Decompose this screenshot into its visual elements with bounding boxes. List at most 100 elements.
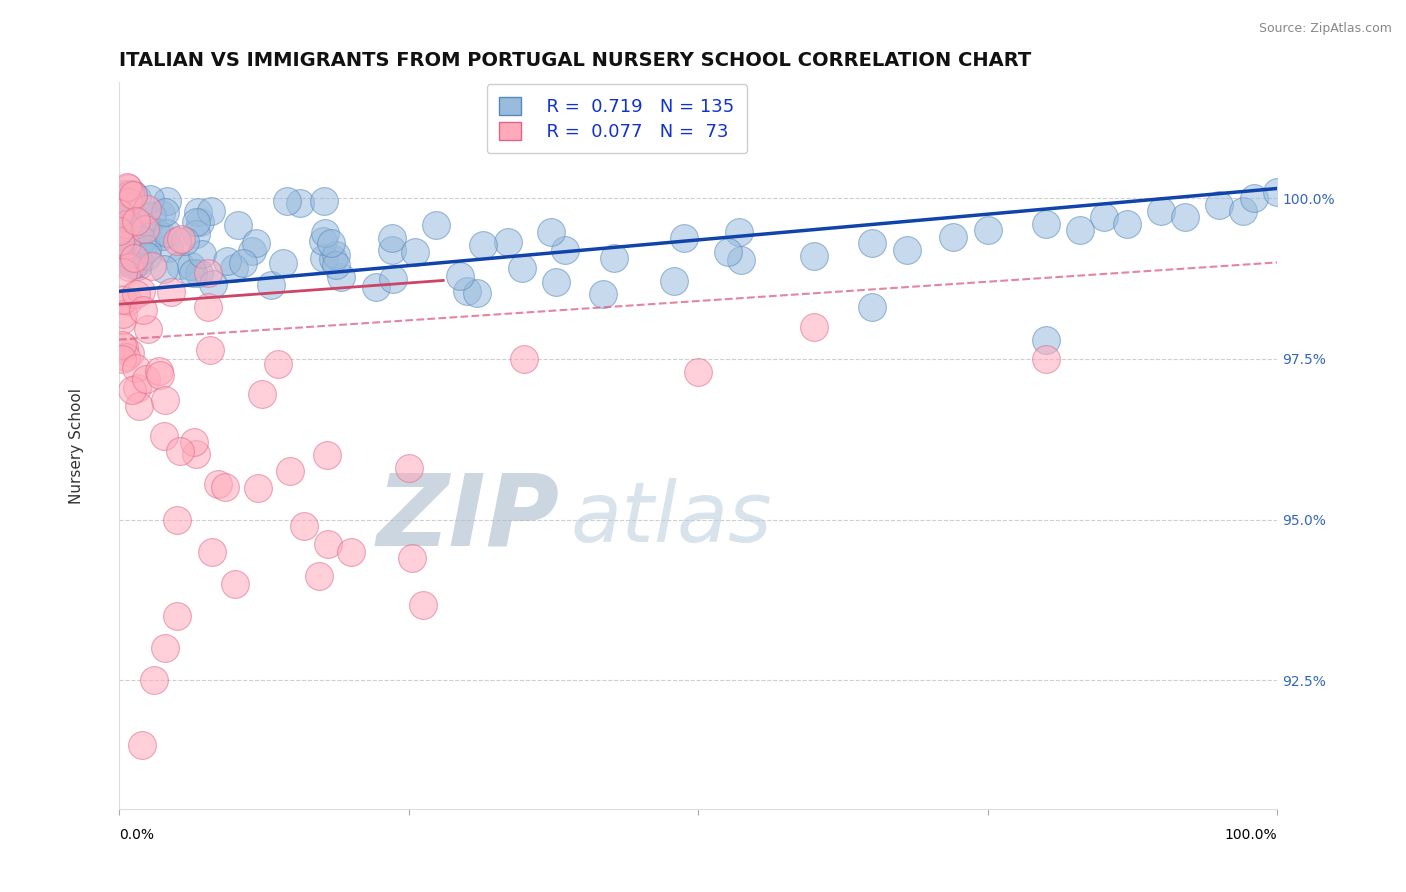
Text: ITALIAN VS IMMIGRANTS FROM PORTUGAL NURSERY SCHOOL CORRELATION CHART: ITALIAN VS IMMIGRANTS FROM PORTUGAL NURS… <box>120 51 1031 70</box>
Point <box>1174 211 1197 225</box>
Point <box>128 254 150 268</box>
Text: Source: ZipAtlas.com: Source: ZipAtlas.com <box>1258 22 1392 36</box>
Point <box>1265 185 1288 199</box>
Point <box>184 447 207 461</box>
Point <box>276 194 298 208</box>
Point <box>260 277 283 292</box>
Point <box>207 477 229 491</box>
Legend:   R =  0.719   N = 135,   R =  0.077   N =  73: R = 0.719 N = 135, R = 0.077 N = 73 <box>486 84 748 153</box>
Point <box>184 227 207 241</box>
Point <box>150 228 173 243</box>
Point <box>132 302 155 317</box>
Point <box>401 551 423 566</box>
Point <box>166 234 188 248</box>
Text: atlas: atlas <box>571 478 772 559</box>
Point <box>111 312 134 326</box>
Point <box>942 229 965 244</box>
Point <box>187 204 209 219</box>
Point <box>465 286 488 301</box>
Point <box>727 225 749 239</box>
Point <box>1150 204 1173 219</box>
Point <box>127 191 149 205</box>
Point <box>271 256 294 270</box>
Point <box>131 224 153 238</box>
Point <box>312 194 335 209</box>
Point <box>803 249 825 263</box>
Point <box>1035 333 1057 347</box>
Point <box>117 218 139 232</box>
Point <box>117 294 139 309</box>
Point <box>398 461 420 475</box>
Point <box>1092 211 1115 225</box>
Point <box>1208 197 1230 211</box>
Point <box>131 738 153 752</box>
Point <box>115 179 138 194</box>
Text: ZIP: ZIP <box>375 470 560 567</box>
Point <box>108 252 131 267</box>
Point <box>214 480 236 494</box>
Point <box>688 365 710 379</box>
Point <box>425 218 447 232</box>
Point <box>312 251 335 265</box>
Point <box>111 338 134 352</box>
Point <box>294 519 316 533</box>
Point <box>138 322 160 336</box>
Point <box>115 351 138 365</box>
Point <box>222 261 245 276</box>
Text: 100.0%: 100.0% <box>1225 829 1277 842</box>
Point <box>112 192 135 206</box>
Point <box>118 260 141 275</box>
Point <box>115 237 138 252</box>
Point <box>134 221 156 235</box>
Point <box>896 243 918 257</box>
Point <box>170 232 193 246</box>
Point <box>118 216 141 230</box>
Point <box>456 284 478 298</box>
Point <box>149 207 172 221</box>
Point <box>117 193 139 207</box>
Point <box>169 443 191 458</box>
Point <box>124 227 146 242</box>
Point <box>197 300 219 314</box>
Point <box>135 249 157 263</box>
Point <box>169 258 191 272</box>
Point <box>148 364 170 378</box>
Point <box>108 234 131 248</box>
Point <box>1232 204 1254 219</box>
Point <box>121 209 143 223</box>
Point <box>1069 223 1091 237</box>
Point <box>316 537 339 551</box>
Point <box>121 188 143 202</box>
Point <box>125 361 148 376</box>
Point <box>471 238 494 252</box>
Point <box>117 194 139 209</box>
Point <box>730 253 752 268</box>
Point <box>145 225 167 239</box>
Point <box>308 569 330 583</box>
Point <box>188 215 211 229</box>
Point <box>129 285 152 299</box>
Point <box>339 545 361 559</box>
Point <box>141 259 163 273</box>
Point <box>187 266 209 280</box>
Point <box>125 213 148 227</box>
Point <box>180 260 202 274</box>
Point <box>153 392 176 407</box>
Point <box>288 196 311 211</box>
Point <box>215 254 238 268</box>
Point <box>316 448 339 462</box>
Point <box>122 252 145 266</box>
Point <box>125 257 148 271</box>
Point <box>246 481 269 495</box>
Point <box>314 227 336 241</box>
Point <box>121 258 143 272</box>
Point <box>364 280 387 294</box>
Point <box>198 343 221 358</box>
Point <box>131 233 153 247</box>
Point <box>120 221 142 235</box>
Point <box>122 187 145 202</box>
Point <box>232 255 254 269</box>
Point <box>117 215 139 229</box>
Point <box>121 383 143 397</box>
Text: 0.0%: 0.0% <box>120 829 153 842</box>
